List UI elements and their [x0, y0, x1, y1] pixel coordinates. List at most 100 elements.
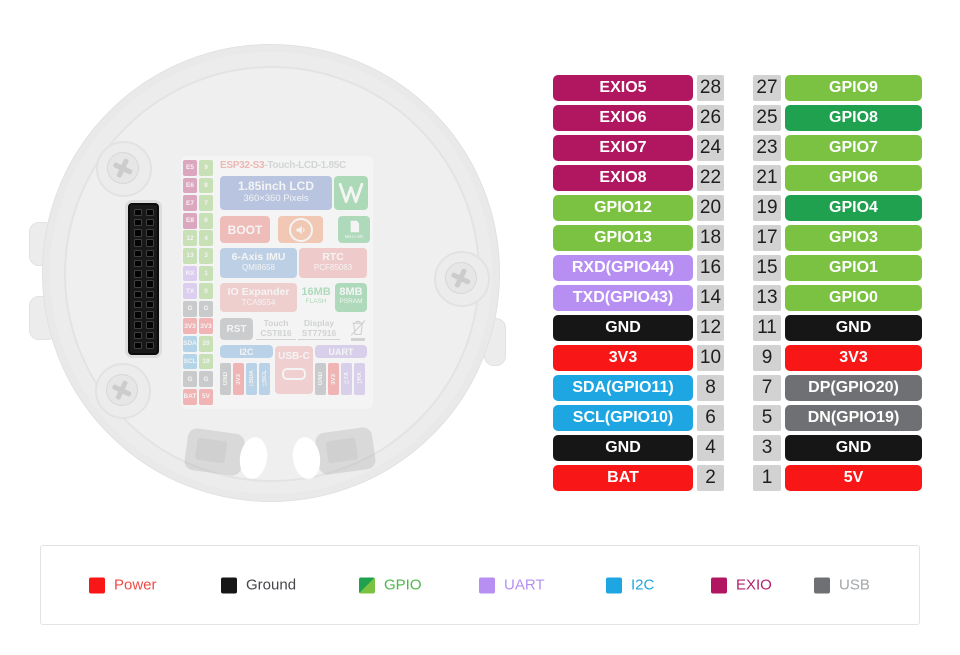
legend-color-swatch: [221, 577, 237, 593]
pin-label-left: BAT: [553, 465, 693, 491]
pin-number-left: 4: [697, 435, 724, 461]
legend-label: Power: [114, 576, 157, 594]
pin-row: EXIO8 22 21 GPIO6: [553, 165, 922, 191]
pin-row: GPIO13 18 17 GPIO3: [553, 225, 922, 251]
pin-label-left: TXD(GPIO43): [553, 285, 693, 311]
pcb-sticker: E5 9 E6 8 E7 7 E8 6: [181, 156, 373, 409]
sticker-side-pin-row: 3V3 3V3: [183, 318, 215, 335]
sticker-display-chip: Display ST77916: [298, 318, 340, 340]
pin-label-text: GPIO4: [829, 199, 878, 216]
pin-label-text: GPIO7: [829, 139, 878, 156]
pin-label-text: GND: [835, 439, 872, 456]
legend-item: UART: [479, 577, 545, 594]
sticker-side-pin-cell: 3: [199, 247, 213, 264]
sticker-side-pin-cell: G: [183, 371, 197, 387]
pin-number-right: 7: [753, 375, 781, 401]
pin-label-left: 3V3: [553, 345, 693, 371]
pin-label-left: SCL(GPIO10): [553, 405, 693, 431]
pinout-table: EXIO5 28 27 GPIO9 EXIO6 26 25 GPIO8: [553, 75, 922, 495]
sticker-side-pin-cell: 20: [199, 335, 213, 352]
pin-number-left: 2: [697, 465, 724, 491]
sticker-side-pin-cell: TX: [183, 283, 197, 299]
pin-label-text: GND: [835, 319, 872, 336]
pin-label-left: SDA(GPIO11): [553, 375, 693, 401]
speaker-connector: [314, 426, 377, 476]
pin-label-left: EXIO7: [553, 135, 693, 161]
pin-label-text: 3V3: [839, 349, 868, 366]
pin-number-left: 22: [697, 165, 724, 191]
sticker-flash-box: 16MB FLASH: [299, 283, 333, 312]
sticker-touch-chip: Touch CST816: [256, 318, 296, 340]
device-back-photo: E5 9 E6 8 E7 7 E8 6: [0, 0, 540, 540]
legend-color-swatch: [89, 577, 105, 593]
legend-color-swatch: [479, 577, 495, 593]
pin-label-left: EXIO6: [553, 105, 693, 131]
pin-label-right: GPIO6: [785, 165, 922, 191]
sticker-mini-pin: 3V3: [233, 363, 244, 395]
pin-number-left: 28: [697, 75, 724, 101]
pin-label-right: 5V: [785, 465, 922, 491]
pin-label-text: GPIO6: [829, 169, 878, 186]
legend-color-swatch: [814, 577, 830, 593]
pin-label-text: EXIO8: [599, 169, 647, 186]
pin-row: EXIO6 26 25 GPIO8: [553, 105, 922, 131]
pin-label-text: TXD(GPIO43): [572, 289, 674, 306]
sticker-side-pin-cell: 12: [183, 230, 197, 247]
sticker-i2c-header: I2C: [220, 345, 273, 358]
pin-row: GND 4 3 GND: [553, 435, 922, 461]
pin-label-text: 3V3: [608, 349, 638, 366]
pin-number-left: 14: [697, 285, 724, 311]
sticker-side-pin-cell: 6: [199, 212, 213, 229]
pin-label-text: EXIO7: [599, 139, 647, 156]
legend-color-swatch: [359, 577, 375, 593]
sticker-psram-box: 8MB PSRAM: [335, 283, 367, 312]
sticker-side-pin-cell: G: [199, 371, 213, 387]
pin-label-left: GPIO12: [553, 195, 693, 221]
sticker-mini-pin: SDA 11: [246, 363, 257, 395]
legend-color-swatch: [606, 577, 622, 593]
sticker-side-pin-cell: 7: [199, 195, 213, 211]
sticker-side-pin-cell: E5: [183, 160, 197, 176]
sticker-boot-button: BOOT: [220, 216, 270, 243]
sticker-io-expander-box: IO Expander TCA9554: [220, 283, 297, 312]
legend: Power Ground GPIO UART I2C: [40, 545, 920, 625]
sticker-side-pin-row: 12 4: [183, 230, 215, 247]
sticker-main-area: ESP32-S3-Touch-LCD-1.85C 1.85inch LCD 36…: [220, 160, 370, 405]
pin-label-left: GPIO13: [553, 225, 693, 251]
pin-number-right: 15: [753, 255, 781, 281]
pin-label-right: GND: [785, 315, 922, 341]
pin-label-text: EXIO6: [599, 109, 647, 126]
sticker-mini-pin: GND: [220, 363, 231, 395]
sticker-side-pin-row: SDA 20: [183, 335, 215, 352]
pin-label-right: GPIO4: [785, 195, 922, 221]
sticker-side-pin-cell: 3V3: [199, 318, 213, 335]
pin-label-text: GPIO13: [594, 229, 652, 246]
pin-label-right: GPIO3: [785, 225, 922, 251]
pin-label-text: GPIO8: [829, 109, 878, 126]
sticker-side-pin-row: RX 1: [183, 265, 215, 282]
pin-number-left: 8: [697, 375, 724, 401]
legend-item: USB: [814, 577, 870, 594]
pin-label-text: SCL(GPIO10): [572, 409, 674, 426]
legend-item: Power: [89, 577, 157, 594]
pin-number-left: 6: [697, 405, 724, 431]
pin-number-right: 5: [753, 405, 781, 431]
sticker-side-pin-row: E6 8: [183, 177, 215, 194]
pin-number-right: 23: [753, 135, 781, 161]
pin-label-text: EXIO5: [599, 79, 647, 96]
pin-label-text: DP(GPIO20): [808, 379, 899, 396]
pin-label-text: GPIO0: [829, 289, 878, 306]
pin-row: GPIO12 20 19 GPIO4: [553, 195, 922, 221]
sticker-side-pin-cell: SDA: [183, 335, 197, 352]
sticker-side-pin-columns: E5 9 E6 8 E7 7 E8 6: [183, 160, 215, 405]
sticker-side-pin-row: BAT 5V: [183, 388, 215, 405]
pin-label-text: GPIO3: [829, 229, 878, 246]
pin-row: TXD(GPIO43) 14 13 GPIO0: [553, 285, 922, 311]
sticker-uart-header: UART: [315, 345, 367, 358]
sticker-side-pin-cell: SCL: [183, 353, 197, 370]
sticker-side-pin-cell: G: [199, 300, 213, 317]
sticker-mini-pin: GND: [315, 363, 326, 395]
sticker-uart-pins: GND 3V3 TX 43 RX 44: [315, 363, 365, 395]
sticker-side-pin-row: E7 7: [183, 195, 215, 211]
sticker-i2c-pins: GND 3V3 SDA 11 SCL 10: [220, 363, 270, 395]
